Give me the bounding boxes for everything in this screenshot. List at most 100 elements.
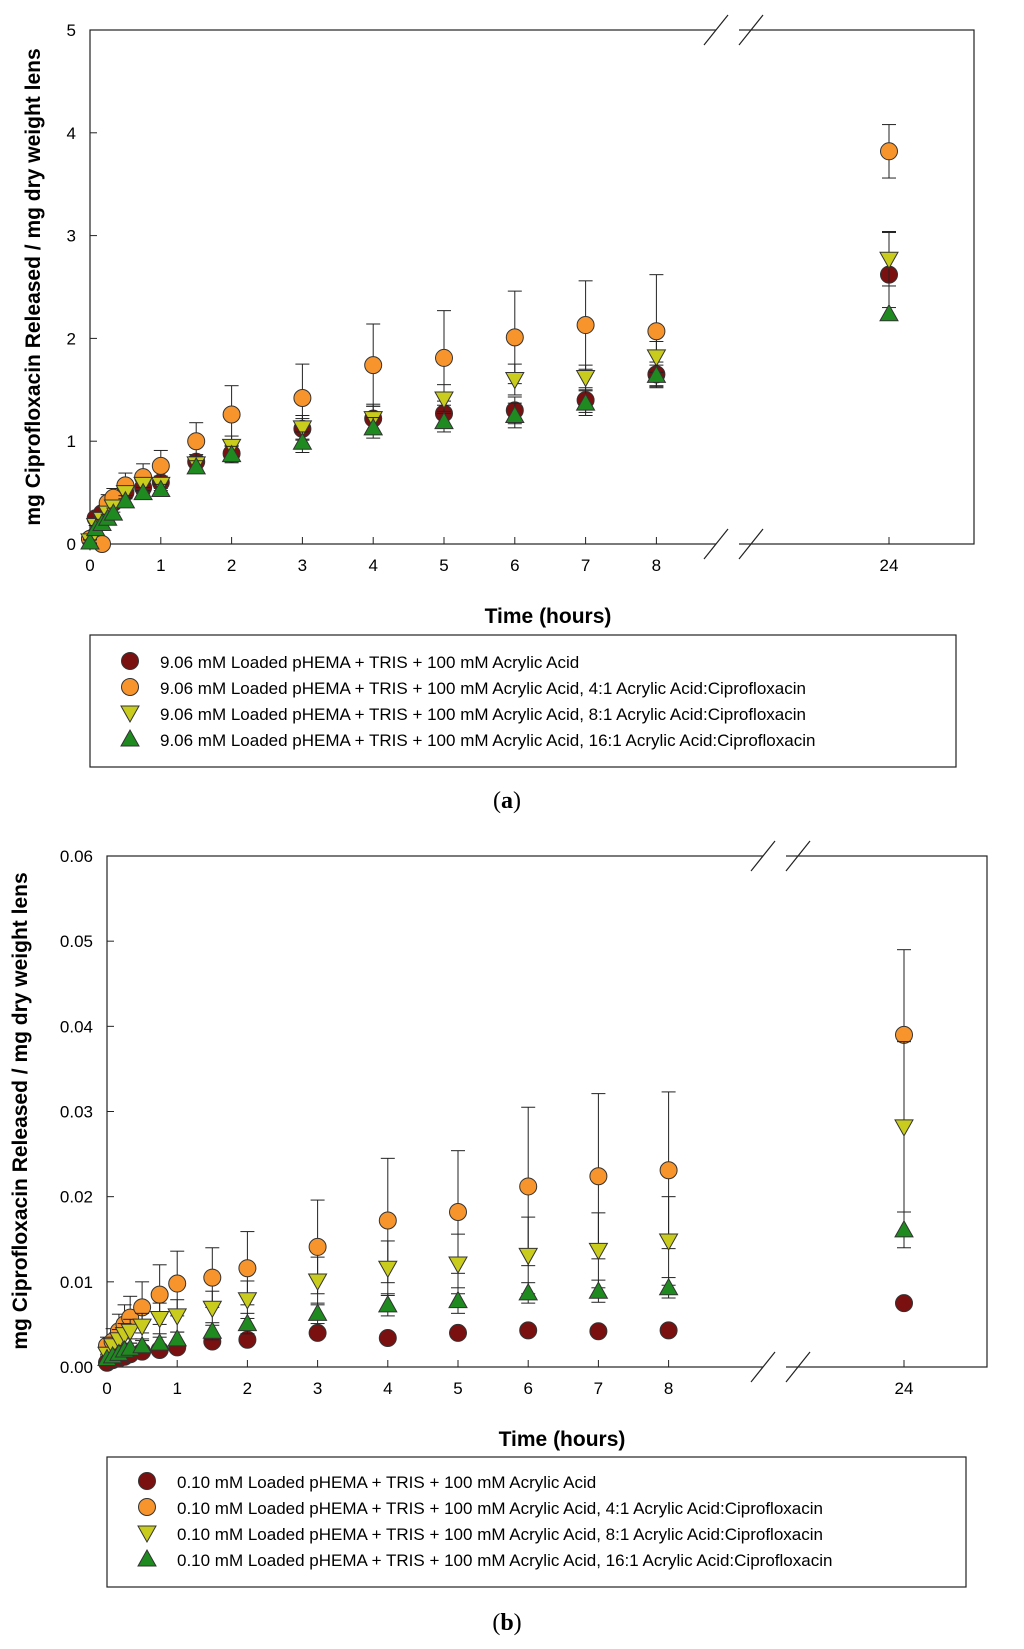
series-1 (98, 1294, 913, 1372)
data-point (221, 444, 242, 463)
x-tick-label: 2 (227, 556, 236, 575)
break-slash (750, 840, 776, 872)
data-marks (97, 949, 914, 1372)
x-tick-label: 1 (172, 1379, 181, 1398)
data-point (149, 1333, 170, 1351)
axis-break-marks (703, 14, 764, 560)
x-tick-label: 24 (880, 556, 899, 575)
data-point (149, 1310, 170, 1329)
data-point (658, 1277, 679, 1296)
data-point (519, 1321, 538, 1340)
data-point (588, 1281, 609, 1299)
data-point (202, 1300, 223, 1319)
data-point (186, 456, 207, 475)
data-point (895, 1294, 913, 1313)
x-tick-label: 7 (594, 1379, 603, 1398)
data-point (646, 349, 667, 367)
data-point (222, 405, 241, 424)
legend-entry-4: 9.06 mM Loaded pHEMA + TRIS + 100 mM Acr… (160, 731, 815, 750)
panel-label: (a) (493, 788, 521, 814)
break-slash (785, 840, 811, 872)
data-point (449, 1202, 467, 1221)
data-point (150, 1285, 169, 1304)
x-tick-label: 3 (298, 556, 307, 575)
y-tick-label: 0.01 (60, 1273, 93, 1292)
data-point (103, 503, 124, 521)
data-point (237, 1313, 258, 1332)
legend-box (89, 634, 957, 768)
data-point (167, 1308, 188, 1326)
x-tick-label: 8 (664, 1379, 673, 1398)
break-slash (738, 528, 764, 560)
data-point (363, 417, 384, 436)
data-point (151, 456, 170, 475)
data-point (519, 1177, 538, 1196)
data-point (576, 316, 595, 335)
data-point (378, 1329, 397, 1348)
data-point (80, 531, 100, 550)
data-point (364, 356, 383, 375)
data-point (377, 1260, 398, 1279)
data-point (505, 328, 524, 347)
data-marks (80, 124, 899, 553)
y-tick-label: 2 (67, 329, 76, 348)
data-point (132, 1318, 152, 1337)
chart-panel-b: 0.00 0.01 0.02 0.03 0.04 0.05 0.06 0 1 2 3 4 5 6 7 8 24… (9, 840, 988, 1636)
break-slash (785, 1351, 811, 1383)
x-tick-label: 8 (652, 556, 661, 575)
axis-gap (716, 541, 739, 547)
x-tick-label: 5 (439, 556, 448, 575)
data-point (150, 479, 171, 498)
series-3 (80, 232, 899, 551)
data-point (647, 322, 666, 341)
legend: 9.06 mM Loaded pHEMA + TRIS + 100 mM Acr… (89, 634, 957, 768)
data-point (575, 393, 596, 411)
x-tick-label: 0 (102, 1379, 111, 1398)
data-point (238, 1259, 257, 1278)
x-axis-label: Time (hours) (499, 1428, 626, 1451)
legend-entry-1: 9.06 mM Loaded pHEMA + TRIS + 100 mM Acr… (160, 653, 579, 672)
y-tick-label: 0.03 (60, 1103, 93, 1122)
legend-entry-2: 9.06 mM Loaded pHEMA + TRIS + 100 mM Acr… (160, 679, 806, 698)
legend-marker-3 (120, 705, 140, 724)
series-4 (80, 303, 899, 550)
data-point (307, 1273, 328, 1292)
data-point (575, 369, 596, 388)
data-point (895, 1025, 913, 1044)
data-point (504, 372, 525, 390)
break-slash (703, 528, 729, 560)
panel-label: (b) (492, 1610, 521, 1636)
plot-frame (106, 855, 988, 1368)
data-point (659, 1321, 678, 1340)
legend-marker-4 (137, 1548, 157, 1567)
data-point (589, 1322, 608, 1341)
legend-markers (120, 652, 140, 747)
y-axis-label: mg Ciprofloxacin Released / mg dry weigh… (22, 48, 45, 525)
x-tick-label: 6 (510, 556, 519, 575)
data-point (132, 1335, 152, 1354)
data-point (292, 420, 313, 438)
y-axis-label: mg Ciprofloxacin Released / mg dry weigh… (9, 872, 32, 1349)
chart-panel-a: 0 1 2 3 4 5 0 1 2 3 4 5 6 7 8 24 mg Ciprofloxacin Rele… (22, 14, 975, 814)
legend-marker-3 (137, 1525, 157, 1544)
y-tick-label: 0.00 (60, 1358, 93, 1377)
x-axis-ticks: 0 1 2 3 4 5 6 7 8 24 (102, 1360, 913, 1398)
x-tick-label: 1 (156, 556, 165, 575)
data-point (659, 1161, 678, 1180)
x-tick-label: 6 (523, 1379, 532, 1398)
series-2 (81, 124, 898, 553)
data-point (504, 405, 525, 423)
y-tick-label: 0 (67, 535, 76, 554)
break-slash (750, 1351, 776, 1383)
data-point (518, 1247, 539, 1266)
legend-marker-2 (121, 678, 139, 696)
data-point (518, 1282, 539, 1301)
data-point (377, 1294, 398, 1313)
legend-marker-1 (138, 1472, 156, 1490)
data-point (434, 391, 454, 410)
y-tick-label: 0.05 (60, 932, 93, 951)
data-point (588, 1242, 609, 1261)
axis-gap (763, 1364, 786, 1370)
y-tick-label: 3 (67, 227, 76, 246)
data-point (292, 432, 313, 450)
